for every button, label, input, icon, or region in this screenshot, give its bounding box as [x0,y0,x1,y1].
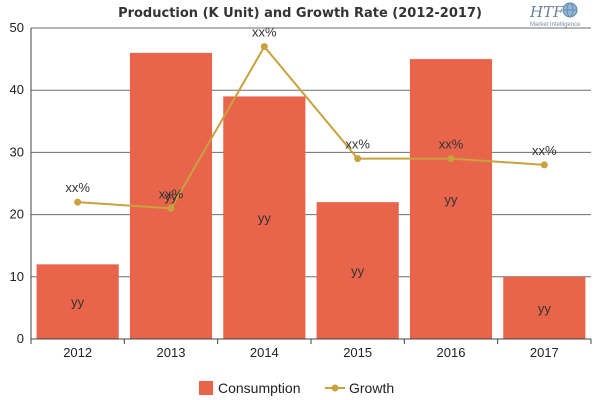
legend-marker-growth [331,384,339,392]
logo-subtext: Market Intelligence [530,22,581,28]
growth-data-label: xx% [439,137,464,152]
bar-data-label: yy [258,211,272,226]
y-tick-label: 0 [17,331,24,346]
growth-data-label: xx% [65,180,90,195]
legend-item-growth[interactable]: Growth [325,380,394,396]
x-tick-label: 2012 [63,345,92,360]
bar-consumption-2016[interactable] [409,59,493,339]
bar-data-label: yy [538,301,552,316]
bar-data-label: yy [445,192,459,207]
growth-data-label: xx% [159,186,184,201]
y-tick-label: 20 [10,207,24,222]
bar-consumption-2012[interactable] [36,264,119,339]
growth-marker-2013[interactable] [167,204,175,212]
legend-item-consumption[interactable]: Consumption [199,380,301,396]
growth-marker-2015[interactable] [354,155,362,163]
legend-label-growth: Growth [349,380,394,396]
growth-line [77,44,545,210]
logo-text: HTF [529,3,564,21]
growth-marker-2014[interactable] [260,43,268,51]
bar-consumption-2014[interactable] [223,96,306,339]
legend-swatch-consumption [199,381,213,395]
bar-consumption-2013[interactable] [129,52,213,339]
chart-title: Production (K Unit) and Growth Rate (201… [118,6,482,21]
x-tick-label: 2014 [250,345,279,360]
growth-data-label: xx% [345,137,370,152]
bar-series [36,52,586,339]
x-tick-label: 2017 [530,345,559,360]
legend-label-consumption: Consumption [218,380,301,396]
y-tick-label: 50 [10,20,24,35]
growth-marker-2012[interactable] [74,198,82,206]
bar-data-label: yy [71,295,85,310]
growth-marker-2017[interactable] [540,161,548,169]
htf-logo: HTF Market Intelligence [529,2,581,28]
bar-consumption-2017[interactable] [503,276,586,339]
x-tick-label: 2015 [343,345,372,360]
bar-data-label: yy [351,264,365,279]
growth-marker-2016[interactable] [447,155,455,163]
globe-icon [562,2,578,18]
bar-data-label: yy [165,189,179,204]
y-tick-label: 10 [10,269,24,284]
growth-data-label: xx% [252,25,277,40]
y-tick-label: 30 [10,144,24,159]
y-tick-label: 40 [10,82,24,97]
x-tick-label: 2016 [437,345,466,360]
bar-consumption-2015[interactable] [316,202,399,339]
x-tick-label: 2013 [157,345,186,360]
line-series [74,43,548,212]
axes: 2012 2013 2014 2015 2016 2017 [30,28,592,360]
growth-data-label: xx% [532,143,557,158]
legend: Consumption Growth [199,380,394,396]
